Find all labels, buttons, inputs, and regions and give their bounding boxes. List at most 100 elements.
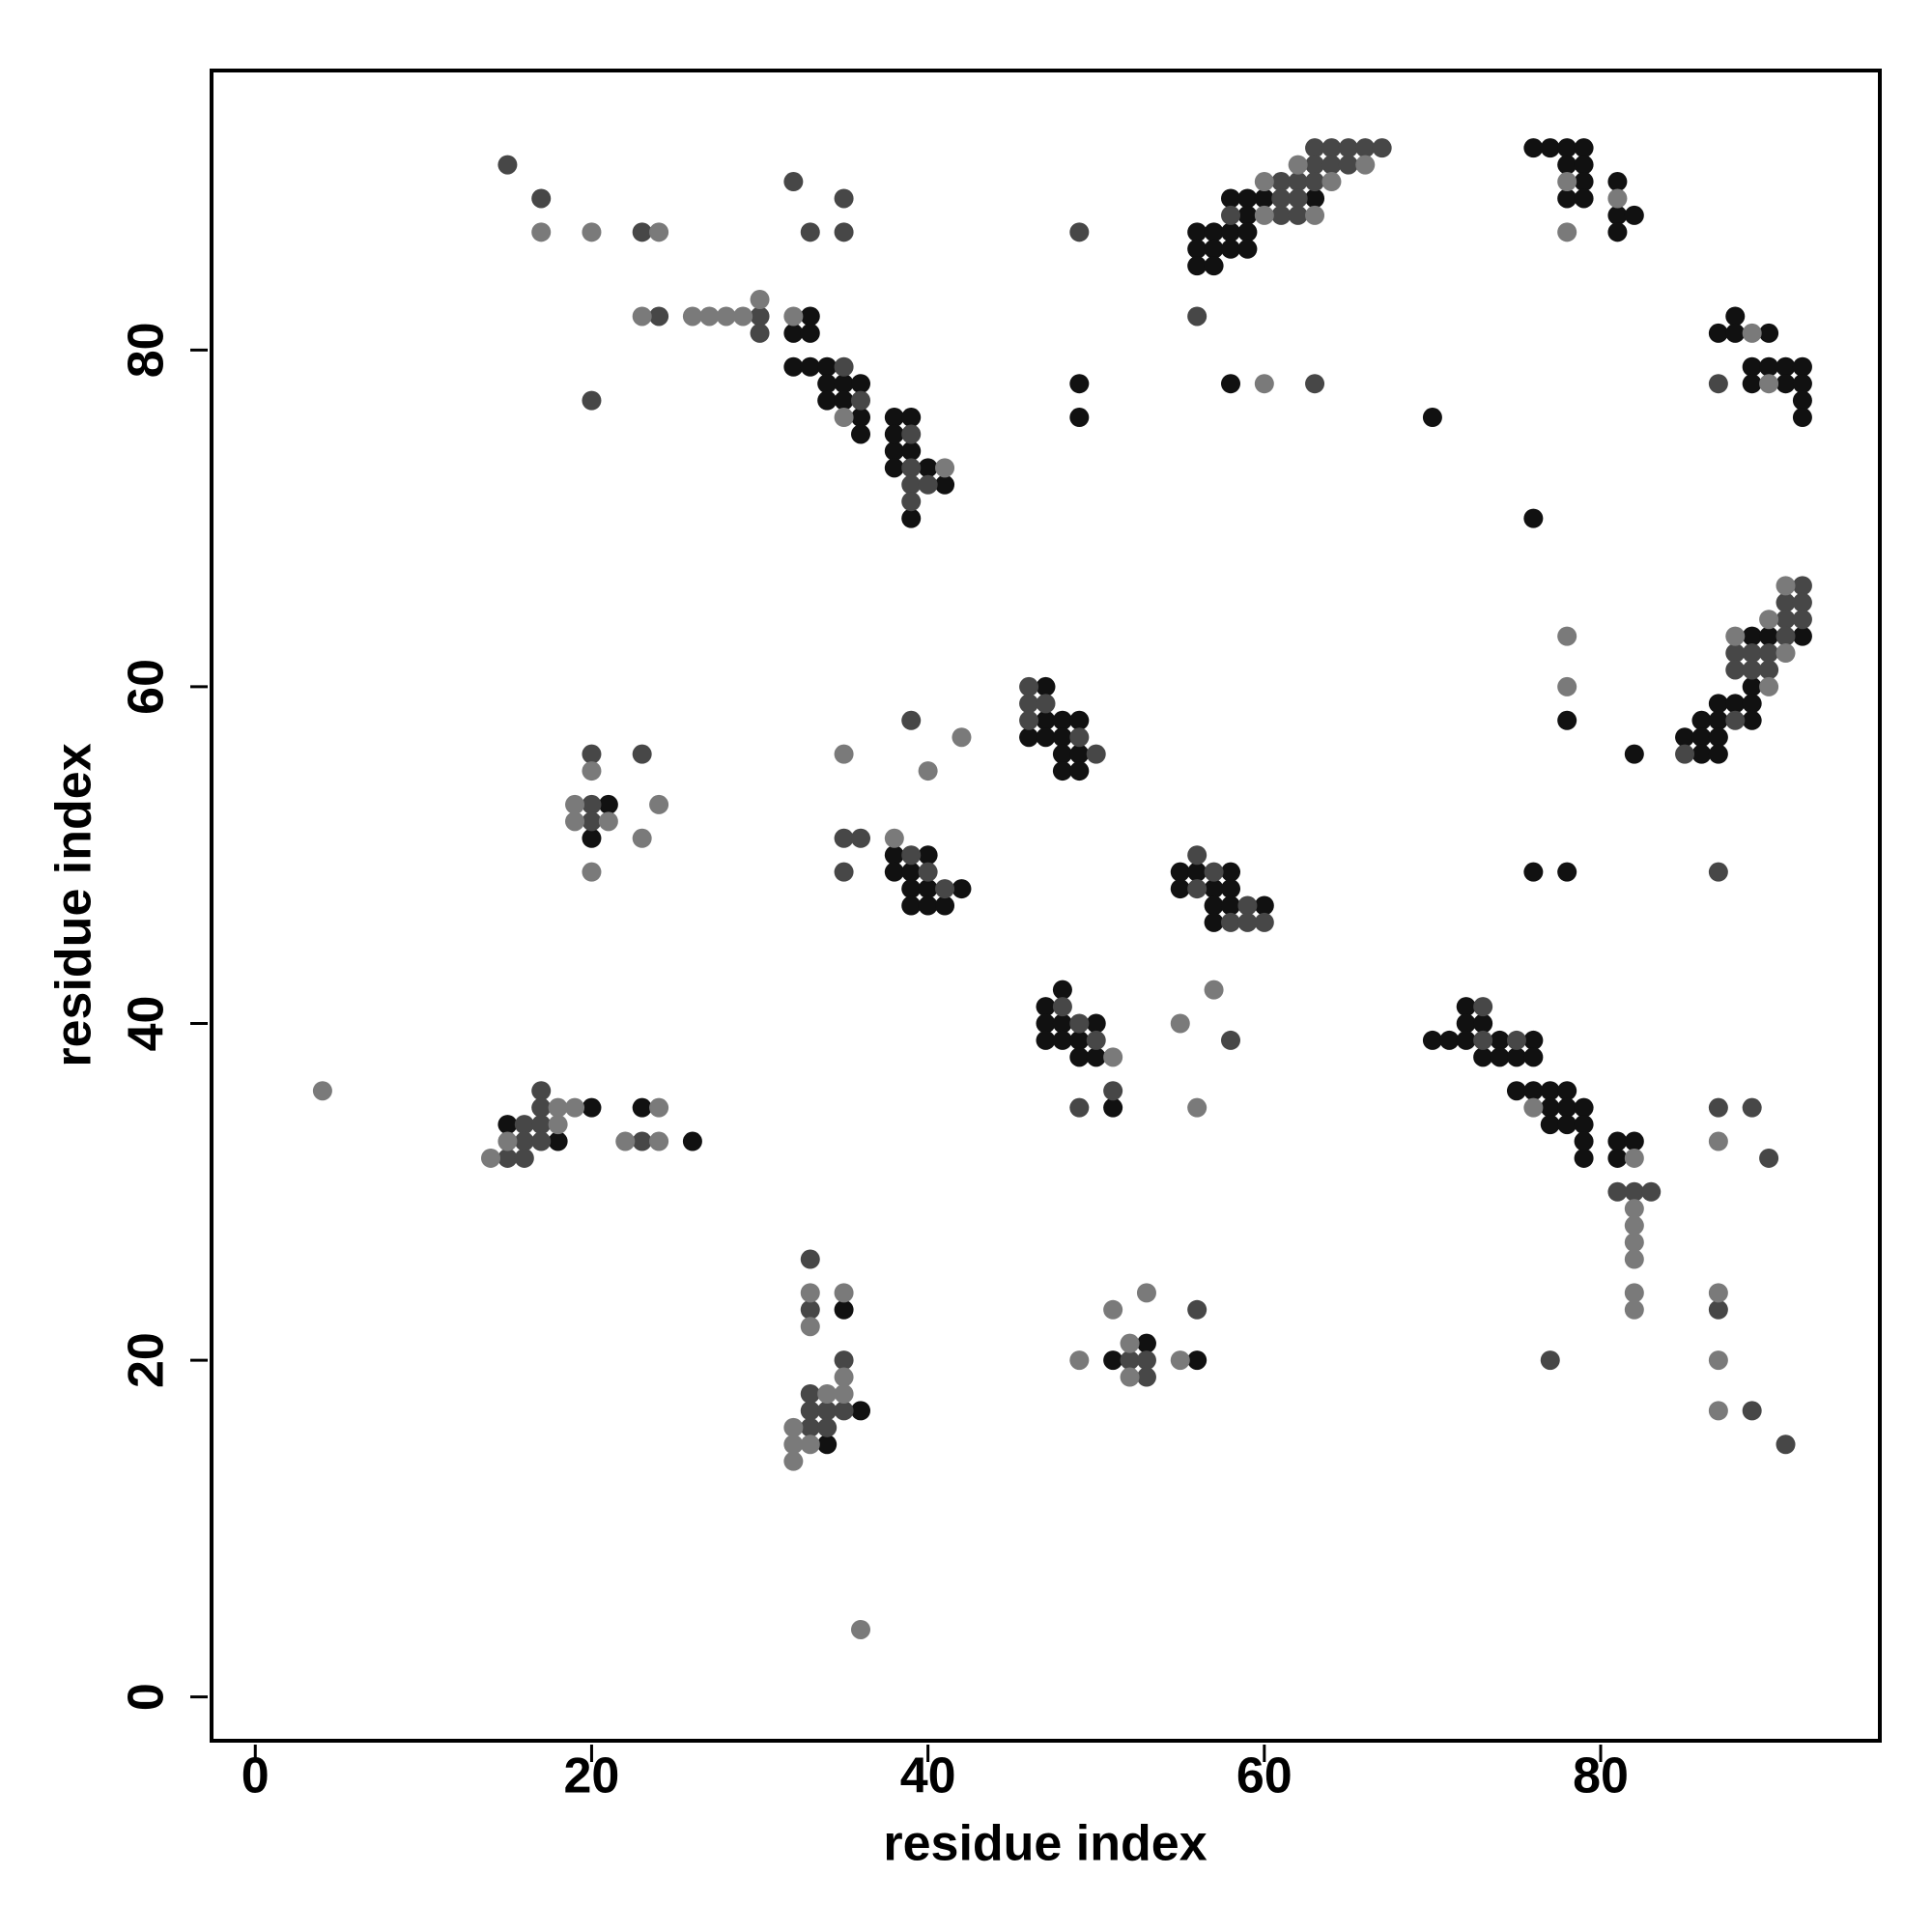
point [1221, 205, 1241, 225]
point [1120, 1367, 1140, 1387]
point [1237, 205, 1258, 225]
point [1742, 660, 1762, 680]
point [1069, 1350, 1090, 1371]
point [682, 1131, 702, 1151]
point [935, 474, 955, 495]
point [1557, 222, 1577, 242]
y-tick-label: 80 [119, 322, 175, 378]
point [1523, 1030, 1544, 1050]
point [800, 323, 820, 343]
point [834, 862, 854, 882]
point [1708, 1131, 1728, 1151]
point [918, 761, 938, 781]
point [834, 222, 854, 242]
point [1742, 356, 1762, 377]
point [1204, 879, 1224, 899]
point [312, 1081, 332, 1101]
point [1624, 1199, 1644, 1219]
point [632, 1131, 652, 1151]
point [834, 744, 854, 764]
point [1288, 172, 1308, 192]
point [1069, 761, 1090, 781]
point [1237, 912, 1258, 932]
point [901, 508, 922, 528]
point [834, 356, 854, 377]
point [1708, 1350, 1728, 1371]
point [1708, 1401, 1728, 1421]
point [901, 862, 922, 882]
point [1708, 323, 1728, 343]
point [1473, 997, 1493, 1017]
point [1742, 1401, 1762, 1421]
point [1506, 1047, 1526, 1067]
point [1321, 138, 1342, 158]
point [1540, 1350, 1560, 1371]
y-axis-label: residue index [46, 743, 102, 1066]
point [1792, 576, 1812, 596]
point [1052, 980, 1072, 1000]
point [1557, 710, 1577, 730]
point [1725, 626, 1746, 646]
point [850, 424, 870, 444]
point [1103, 1097, 1123, 1118]
point [582, 862, 602, 882]
point [1254, 374, 1274, 394]
point [1557, 188, 1577, 209]
point [1557, 1097, 1577, 1118]
point [1624, 1233, 1644, 1253]
x-tick-label: 80 [1573, 1748, 1629, 1804]
point [834, 1350, 854, 1371]
point [1691, 744, 1712, 764]
point [1120, 1350, 1140, 1371]
point [817, 390, 838, 411]
point [649, 794, 669, 814]
point [918, 458, 938, 478]
point [1523, 138, 1544, 158]
point [531, 188, 552, 209]
point [1607, 188, 1628, 209]
point [1052, 997, 1072, 1017]
point [1742, 710, 1762, 730]
point [1607, 222, 1628, 242]
point [1221, 879, 1241, 899]
point [548, 1097, 568, 1118]
point [1237, 239, 1258, 259]
point [1069, 1097, 1090, 1118]
point [1624, 1181, 1644, 1202]
point [952, 879, 972, 899]
point [1187, 1097, 1208, 1118]
point [1759, 643, 1779, 664]
point [1759, 323, 1779, 343]
point [884, 408, 904, 428]
point [1254, 205, 1274, 225]
point [1742, 643, 1762, 664]
point [1103, 1047, 1123, 1067]
point [1052, 761, 1072, 781]
point [514, 1115, 534, 1135]
point [1187, 222, 1208, 242]
point [682, 306, 702, 327]
point [1523, 862, 1544, 882]
point [1490, 1047, 1510, 1067]
point [1305, 205, 1325, 225]
point [1742, 1097, 1762, 1118]
point [1607, 1131, 1628, 1151]
point [1506, 1030, 1526, 1050]
point [1338, 155, 1358, 175]
point [1086, 1030, 1106, 1050]
point [1708, 727, 1728, 748]
point [1069, 1013, 1090, 1034]
point [783, 1451, 804, 1471]
point [1523, 508, 1544, 528]
point [1254, 172, 1274, 192]
point [1187, 306, 1208, 327]
point [901, 424, 922, 444]
point [1607, 172, 1628, 192]
point [901, 474, 922, 495]
point [1052, 744, 1072, 764]
point [582, 222, 602, 242]
point [1675, 744, 1695, 764]
point [800, 1249, 820, 1269]
